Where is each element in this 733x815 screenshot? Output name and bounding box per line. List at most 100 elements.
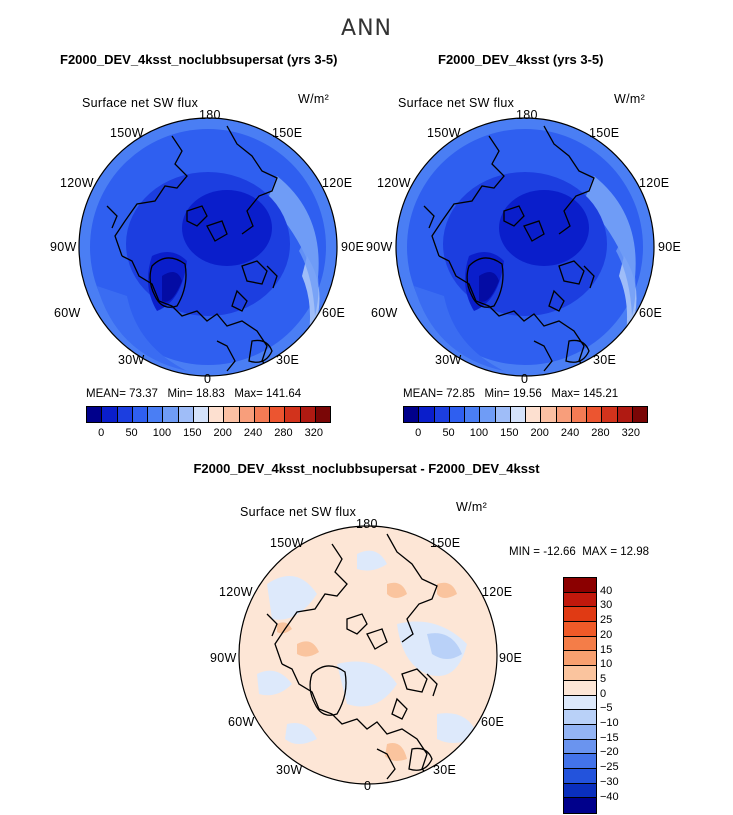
colorbar-tick-label: 0 (98, 427, 105, 439)
colorbar-3-segment (564, 739, 596, 755)
colorbar-1-segment (285, 407, 301, 422)
colorbar-3-tick-label: 40 (600, 584, 613, 597)
colorbar-1-segment (209, 407, 225, 422)
colorbar-tick-label: 150 (183, 427, 202, 439)
colorbar-1-segment (193, 407, 209, 422)
colorbar-3-tick-label: 25 (600, 614, 613, 627)
panel-3-min-label: MIN = (509, 546, 540, 558)
colorbar-3-segment (564, 666, 596, 681)
panel-2-lon-90w: 90W (366, 240, 393, 254)
colorbar-tick-label: 280 (591, 427, 610, 439)
panel-3-lon-60w: 60W (228, 715, 255, 729)
colorbar-tick-label: 320 (304, 427, 323, 439)
colorbar-2-segment (449, 407, 465, 422)
colorbar-tick-label: 240 (243, 427, 263, 439)
panel-3-lon-120w: 120W (219, 585, 253, 599)
panel-2-title: F2000_DEV_4ksst (yrs 3-5) (438, 52, 604, 67)
panel-1-stats: MEAN= 73.37 Min= 18.83 Max= 141.64 (86, 388, 301, 400)
colorbar-1-segment (315, 407, 330, 422)
colorbar-3-tick-label: 10 (600, 658, 613, 671)
colorbar-3-tick-label: −5 (600, 702, 613, 715)
panel-1-map-border (78, 117, 338, 377)
panel-1-units: W/m² (298, 92, 330, 106)
colorbar-2-segment (632, 407, 647, 422)
panel-1-lon-120w: 120W (60, 176, 94, 190)
colorbar-2-segment (434, 407, 450, 422)
panel-2-units: W/m² (614, 92, 646, 106)
panel-3-colorbar-ticks: 40 30 25 20 15 10 5 0 −5 −10 −15 −20 −25 −30 −40 (600, 577, 640, 815)
panel-2-lon-120w: 120W (377, 176, 411, 190)
panel-3-map (238, 525, 498, 785)
panel-2-colorbar (403, 406, 648, 423)
panel-1-max-label: Max= (234, 388, 263, 400)
panel-1-coastlines (106, 125, 278, 372)
panel-2-variable: Surface net SW flux (398, 96, 515, 110)
colorbar-1-segment (163, 407, 179, 422)
colorbar-3-segment (564, 607, 596, 623)
panel-3-map-border (238, 525, 498, 785)
panel-3-lon-120e: 120E (482, 585, 513, 599)
colorbar-1-segment (239, 407, 255, 422)
panel-3-lon-30w: 30W (276, 763, 303, 777)
colorbar-2-segment (587, 407, 603, 422)
colorbar-3-segment (564, 768, 596, 784)
colorbar-3-tick-label: 20 (600, 628, 613, 641)
panel-2-coastlines (423, 125, 595, 372)
colorbar-tick-label: 100 (469, 427, 489, 439)
colorbar-3-segment (564, 636, 596, 652)
colorbar-3-tick-label: −30 (600, 775, 619, 788)
panel-3-units: W/m² (456, 500, 488, 514)
colorbar-3-tick-label: 30 (600, 599, 613, 612)
colorbar-2-segment (602, 407, 618, 422)
panel-1-lon-60e: 60E (322, 306, 346, 320)
panel-1-colorbar-ticks: 0 50 100 150 200 240 280 320 (86, 427, 329, 441)
panel-3-stats: MIN = -12.66 MAX = 12.98 (509, 546, 649, 558)
panel-2-stats: MEAN= 72.85 Min= 19.56 Max= 145.21 (403, 388, 618, 400)
colorbar-3-segment (564, 578, 596, 593)
panel-2-map-border (395, 117, 655, 377)
panel-3-lon-90e: 90E (499, 651, 523, 665)
colorbar-tick-label: 280 (274, 427, 293, 439)
colorbar-3-segment (564, 724, 596, 740)
colorbar-tick-label: 0 (415, 427, 422, 439)
colorbar-3-segment (564, 754, 596, 769)
colorbar-3-tick-label: 15 (600, 643, 613, 656)
panel-1-lon-180: 180 (199, 108, 221, 122)
colorbar-3-segment (564, 651, 596, 667)
panel-1-min-value: 18.83 (195, 388, 225, 400)
panel-3-colorbar (563, 577, 597, 814)
panel-1-lon-90w: 90W (50, 240, 77, 254)
colorbar-3-segment (564, 592, 596, 608)
panel-2-lon-60w: 60W (371, 306, 398, 320)
colorbar-1-segment (87, 407, 103, 422)
colorbar-3-tick-label: −20 (600, 746, 619, 759)
colorbar-3-tick-label: 5 (600, 672, 607, 685)
colorbar-1-segment (254, 407, 270, 422)
panel-1-map (78, 117, 338, 377)
panel-1-title: F2000_DEV_4ksst_noclubbsupersat (yrs 3-5… (60, 52, 338, 67)
colorbar-3-segment (564, 622, 596, 637)
colorbar-2-segment (556, 407, 572, 422)
colorbar-2-segment (571, 407, 587, 422)
panel-2-colorbar-ticks: 0 50 100 150 200 240 280 320 (403, 427, 646, 441)
colorbar-2-segment (617, 407, 633, 422)
colorbar-1-segment (224, 407, 240, 422)
panel-3-min-value: -12.66 (543, 546, 576, 558)
panel-2-map (395, 117, 655, 377)
colorbar-tick-label: 150 (500, 427, 519, 439)
panel-1-lon-60w: 60W (54, 306, 81, 320)
colorbar-tick-label: 320 (621, 427, 640, 439)
panel-3-max-label: MAX = (582, 546, 618, 558)
panel-2-lon-150e: 150E (589, 126, 620, 140)
panel-3-title: F2000_DEV_4ksst_noclubbsupersat - F2000_… (193, 461, 540, 476)
panel-1-lon-90e: 90E (341, 240, 365, 254)
panel-2-mean-label: MEAN= (403, 388, 443, 400)
panel-3-lon-90w: 90W (210, 651, 237, 665)
colorbar-1-segment (132, 407, 148, 422)
panel-3-lon-30e: 30E (433, 763, 457, 777)
panel-2-mean-value: 72.85 (446, 388, 475, 400)
panel-3-max-value: 12.98 (620, 546, 650, 558)
panel-1-variable: Surface net SW flux (82, 96, 199, 110)
panel-2-lon-150w: 150W (427, 126, 461, 140)
figure-title: ANN (341, 16, 392, 41)
